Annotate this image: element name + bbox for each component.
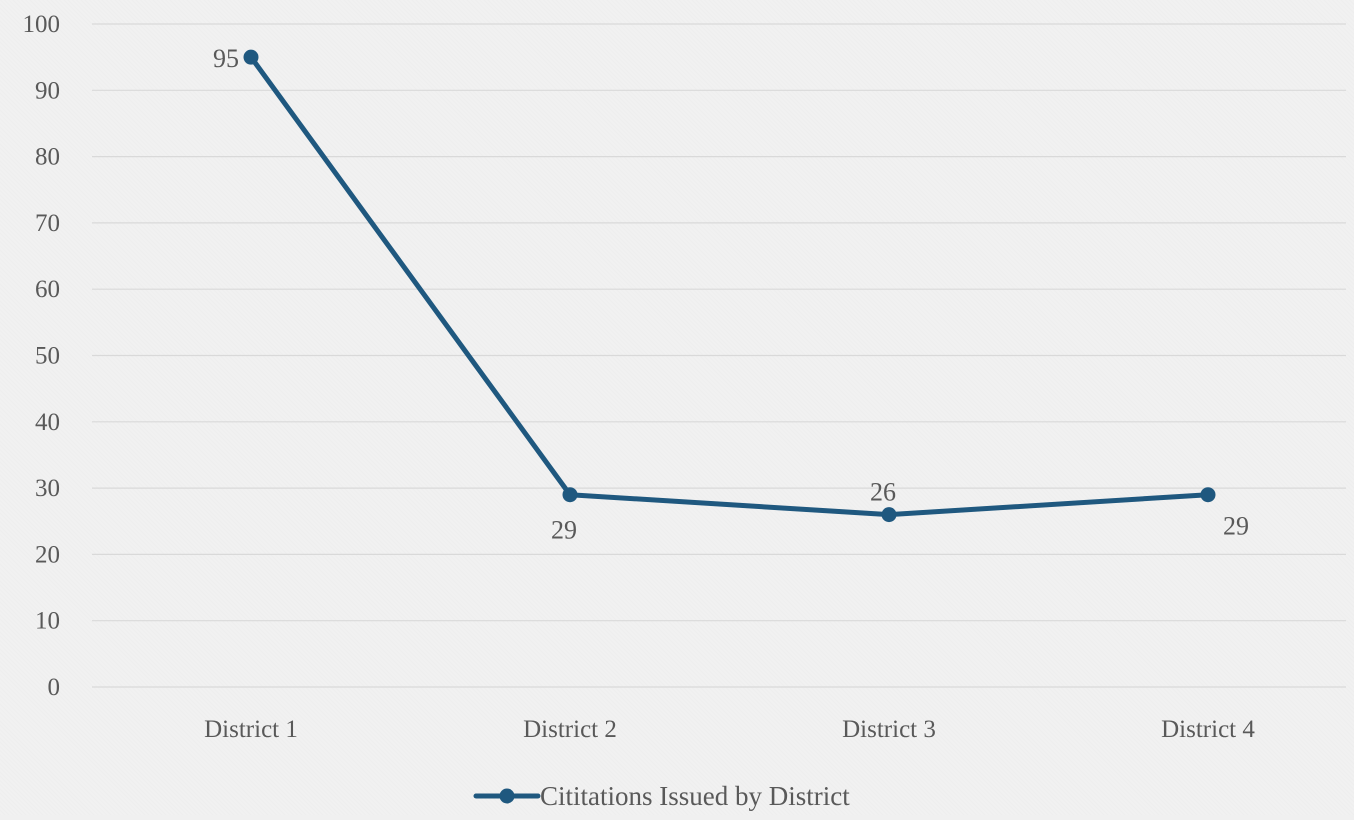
y-tick-label: 30 — [35, 475, 60, 502]
legend: Cititations Issued by District — [473, 781, 850, 811]
y-tick-label: 70 — [35, 210, 60, 237]
data-point-marker — [1200, 487, 1216, 503]
x-axis-category-labels: District 1 District 2 District 3 District 4 — [204, 716, 1255, 743]
data-label: 29 — [1223, 512, 1249, 541]
data-point-marker — [562, 487, 578, 503]
y-tick-label: 100 — [23, 11, 61, 38]
data-point-marker — [243, 49, 259, 65]
data-labels: 95 29 26 29 — [213, 44, 1249, 545]
y-tick-label: 80 — [35, 144, 60, 171]
gridlines — [92, 23, 1346, 688]
data-label: 95 — [213, 44, 239, 73]
y-tick-label: 0 — [48, 674, 61, 701]
series-layer — [243, 49, 1216, 523]
y-axis-tick-labels: 0 10 20 30 40 50 60 70 80 90 100 — [23, 11, 61, 701]
legend-marker-swatch — [499, 788, 515, 804]
y-tick-label: 60 — [35, 276, 60, 303]
y-tick-label: 50 — [35, 343, 60, 370]
data-label: 29 — [551, 516, 577, 545]
data-label: 26 — [870, 478, 896, 507]
series-line — [248, 54, 1211, 518]
x-category-label: District 1 — [204, 716, 298, 743]
x-category-label: District 2 — [523, 716, 617, 743]
y-tick-label: 40 — [35, 409, 60, 436]
x-category-label: District 4 — [1161, 716, 1255, 743]
data-point-marker — [881, 507, 897, 523]
x-category-label: District 3 — [842, 716, 936, 743]
y-tick-label: 10 — [35, 608, 60, 635]
y-tick-label: 20 — [35, 541, 60, 568]
legend-label: Cititations Issued by District — [540, 781, 850, 811]
y-tick-label: 90 — [35, 77, 60, 104]
